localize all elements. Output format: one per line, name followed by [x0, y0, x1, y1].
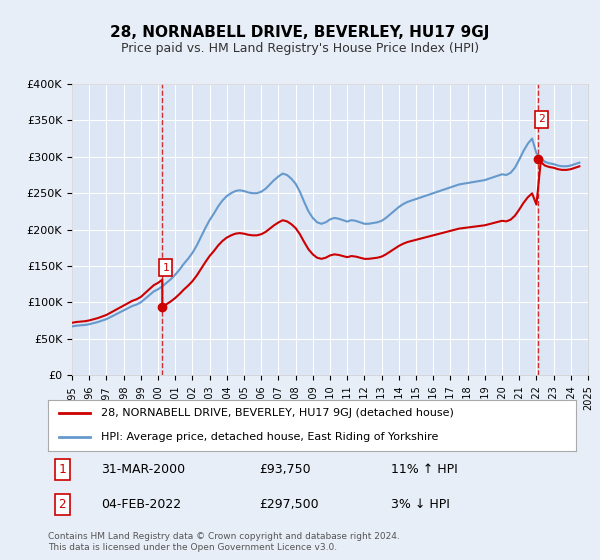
Text: 1: 1: [163, 263, 169, 273]
Text: 3% ↓ HPI: 3% ↓ HPI: [391, 498, 450, 511]
Text: HPI: Average price, detached house, East Riding of Yorkshire: HPI: Average price, detached house, East…: [101, 432, 438, 442]
Text: Price paid vs. HM Land Registry's House Price Index (HPI): Price paid vs. HM Land Registry's House …: [121, 42, 479, 55]
Text: 31-MAR-2000: 31-MAR-2000: [101, 463, 185, 476]
Text: 11% ↑ HPI: 11% ↑ HPI: [391, 463, 458, 476]
Text: 04-FEB-2022: 04-FEB-2022: [101, 498, 181, 511]
Text: 28, NORNABELL DRIVE, BEVERLEY, HU17 9GJ: 28, NORNABELL DRIVE, BEVERLEY, HU17 9GJ: [110, 25, 490, 40]
Text: 28, NORNABELL DRIVE, BEVERLEY, HU17 9GJ (detached house): 28, NORNABELL DRIVE, BEVERLEY, HU17 9GJ …: [101, 408, 454, 418]
Text: 1: 1: [59, 463, 66, 476]
Text: 2: 2: [59, 498, 66, 511]
Text: 2: 2: [538, 114, 545, 124]
Text: £297,500: £297,500: [259, 498, 319, 511]
Text: Contains HM Land Registry data © Crown copyright and database right 2024.
This d: Contains HM Land Registry data © Crown c…: [48, 532, 400, 552]
Text: £93,750: £93,750: [259, 463, 311, 476]
